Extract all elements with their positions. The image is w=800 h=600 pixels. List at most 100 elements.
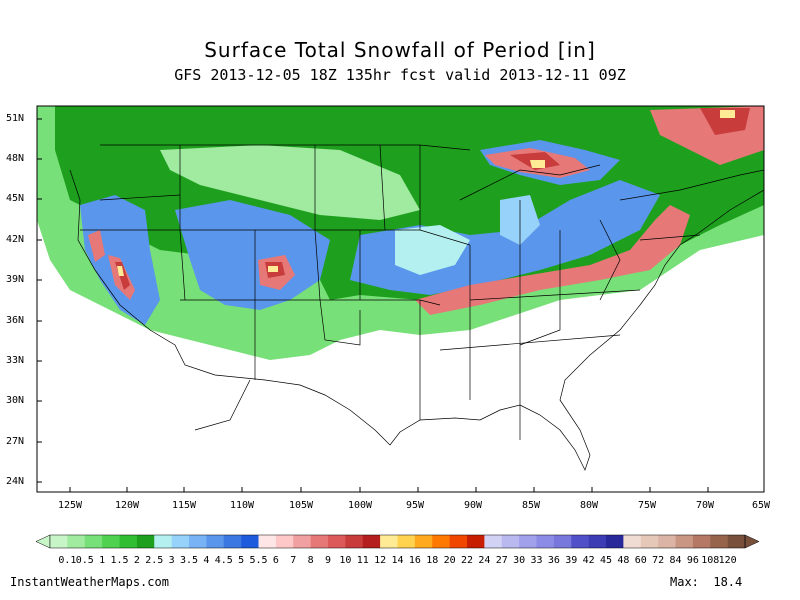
lon-label: 80W xyxy=(580,500,599,511)
colorbar-swatch xyxy=(154,535,172,548)
colorbar-swatch xyxy=(345,535,364,548)
colorbar-tick-label: 27 xyxy=(495,555,508,566)
colorbar-swatch xyxy=(258,535,277,548)
map-title: Surface Total Snowfall of Period [in] xyxy=(204,38,596,62)
colorbar-tick-label: 11 xyxy=(356,555,369,566)
colorbar-swatch xyxy=(241,535,259,548)
colorbar-tick-label: 4 xyxy=(203,555,210,566)
colorbar-swatch xyxy=(328,535,346,548)
colorbar-tick-label: 14 xyxy=(391,555,404,566)
lon-label: 65W xyxy=(752,500,771,511)
lat-label: 33N xyxy=(6,355,25,366)
site-credit: InstantWeatherMaps.com xyxy=(10,575,169,589)
colorbar-tick-label: 4.5 xyxy=(214,555,233,566)
colorbar-swatch xyxy=(484,535,503,548)
colorbar-tick-label: 10 xyxy=(339,555,352,566)
colorbar-swatch xyxy=(536,535,555,548)
lat-label: 39N xyxy=(6,274,25,285)
colorbar-swatch xyxy=(606,535,624,548)
colorbar-swatch xyxy=(380,535,398,548)
colorbar-tick-label: 108 xyxy=(701,555,720,566)
colorbar-swatch xyxy=(692,535,711,548)
colorbar-swatch xyxy=(432,535,450,548)
colorbar-tick-label: 0.5 xyxy=(75,555,94,566)
lon-label: 100W xyxy=(348,500,373,511)
colorbar-tick-label: 45 xyxy=(600,555,613,566)
colorbar-swatch xyxy=(102,535,120,548)
colorbar-swatch xyxy=(67,535,86,548)
lat-label: 36N xyxy=(6,315,25,326)
axis-ticks xyxy=(37,118,709,492)
colorbar-swatch xyxy=(223,535,242,548)
lon-label: 95W xyxy=(406,500,425,511)
colorbar-swatch xyxy=(189,535,207,548)
lon-label: 125W xyxy=(58,500,83,511)
colorbar-swatch xyxy=(501,535,520,548)
colorbar-tick-label: 120 xyxy=(718,555,737,566)
colorbar-tick-label: 1.5 xyxy=(110,555,129,566)
colorbar-swatch xyxy=(727,535,746,548)
colorbar-swatch xyxy=(136,535,155,548)
colorbar-swatch xyxy=(275,535,294,548)
colorbar-swatch xyxy=(640,535,659,548)
colorbar-tick-label: 0.1 xyxy=(58,555,77,566)
colorbar-swatch xyxy=(119,535,138,548)
colorbar-tick-label: 42 xyxy=(582,555,595,566)
colorbar-swatch xyxy=(310,535,329,548)
colorbar-tick-label: 20 xyxy=(443,555,456,566)
colorbar-tick-label: 5 xyxy=(238,555,245,566)
colorbar-swatch xyxy=(362,535,381,548)
lat-label: 42N xyxy=(6,234,25,245)
lat-label: 51N xyxy=(6,113,25,124)
colorbar-swatch xyxy=(519,535,537,548)
lat-label: 30N xyxy=(6,395,25,406)
colorbar-tick-label: 36 xyxy=(547,555,560,566)
colorbar-tick-label: 9 xyxy=(325,555,332,566)
colorbar-tick-label: 39 xyxy=(565,555,578,566)
colorbar-tick-label: 84 xyxy=(669,555,682,566)
colorbar-swatch xyxy=(623,535,642,548)
colorbar-tick-label: 16 xyxy=(408,555,421,566)
lon-label: 90W xyxy=(464,500,483,511)
colorbar-tick-label: 60 xyxy=(634,555,647,566)
lat-label: 24N xyxy=(6,476,25,487)
max-label: Max: xyxy=(670,575,699,589)
colorbar-swatch xyxy=(467,535,485,548)
colorbar-tick-label: 33 xyxy=(530,555,543,566)
colorbar-tick-label: 12 xyxy=(374,555,387,566)
colorbar-tick-label: 1 xyxy=(99,555,106,566)
colorbar-tick-label: 72 xyxy=(652,555,665,566)
colorbar-swatch xyxy=(293,535,311,548)
colorbar-tick-label: 48 xyxy=(617,555,630,566)
colorbar-arrow-left xyxy=(35,534,51,549)
colorbar-swatch xyxy=(206,535,225,548)
colorbar-swatch xyxy=(553,535,572,548)
colorbar-swatch xyxy=(675,535,694,548)
colorbar-tick-label: 3 xyxy=(168,555,175,566)
colorbar-tick-label: 2 xyxy=(133,555,140,566)
colorbar-swatch xyxy=(171,535,190,548)
lon-label: 70W xyxy=(696,500,715,511)
lon-label: 75W xyxy=(638,500,657,511)
lat-label: 45N xyxy=(6,193,25,204)
colorbar-tick-label: 18 xyxy=(426,555,439,566)
colorbar-swatch xyxy=(588,535,607,548)
colorbar-swatch xyxy=(571,535,589,548)
colorbar-tick-label: 3.5 xyxy=(180,555,199,566)
colorbar-swatch xyxy=(449,535,468,548)
colorbar-swatch xyxy=(710,535,728,548)
colorbar-tick-label: 24 xyxy=(478,555,491,566)
colorbar-tick-label: 2.5 xyxy=(145,555,164,566)
colorbar-swatch xyxy=(658,535,676,548)
colorbar-tick-label: 8 xyxy=(307,555,314,566)
map-subtitle: GFS 2013-12-05 18Z 135hr fcst valid 2013… xyxy=(174,66,626,84)
colorbar-swatch xyxy=(414,535,433,548)
colorbar-tick-label: 30 xyxy=(513,555,526,566)
boundary-lines xyxy=(69,144,765,471)
lon-label: 120W xyxy=(115,500,140,511)
lon-label: 85W xyxy=(522,500,541,511)
colorbar-tick-label: 7 xyxy=(290,555,297,566)
lon-label: 110W xyxy=(230,500,255,511)
